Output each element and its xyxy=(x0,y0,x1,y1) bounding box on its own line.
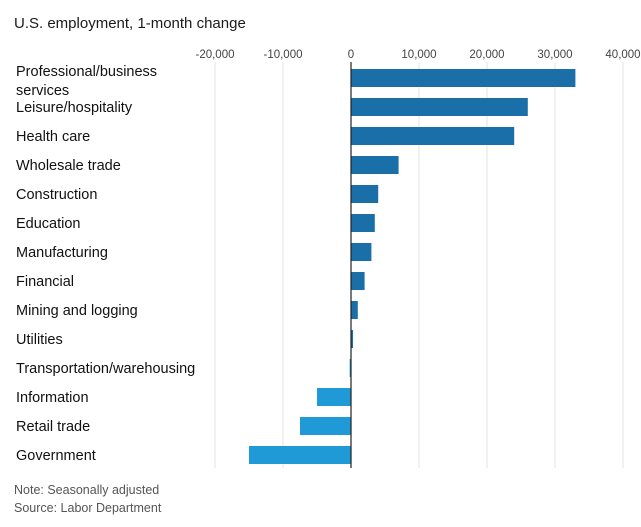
bar xyxy=(351,301,358,319)
bar xyxy=(317,388,351,406)
x-tick-label: 0 xyxy=(348,49,354,61)
bar xyxy=(351,330,354,348)
x-tick-label: -10,000 xyxy=(263,49,302,61)
chart-title: U.S. employment, 1-month change xyxy=(14,15,246,32)
category-label: Utilities xyxy=(16,332,63,348)
category-label: Wholesale trade xyxy=(16,158,121,174)
x-tick-label: 20,000 xyxy=(469,49,504,61)
chart-note: Note: Seasonally adjusted xyxy=(14,483,160,497)
category-label: Mining and logging xyxy=(16,303,138,319)
bar xyxy=(351,98,528,116)
category-label: Information xyxy=(16,390,89,406)
x-tick-label: 40,000 xyxy=(605,49,640,61)
x-tick-label: 10,000 xyxy=(401,49,436,61)
bar xyxy=(349,359,351,377)
bar xyxy=(351,69,576,87)
category-label: Retail trade xyxy=(16,419,90,435)
chart-source: Source: Labor Department xyxy=(14,501,162,515)
bar xyxy=(351,185,379,203)
category-label: Government xyxy=(16,448,96,464)
category-label: Professional/business xyxy=(16,64,157,80)
category-label: Health care xyxy=(16,129,90,145)
category-label: Financial xyxy=(16,274,74,290)
category-label: services xyxy=(16,83,69,99)
bar xyxy=(351,127,515,145)
bar xyxy=(351,156,399,174)
category-label: Construction xyxy=(16,187,97,203)
bar xyxy=(351,214,375,232)
bar xyxy=(351,272,365,290)
x-tick-label: 30,000 xyxy=(537,49,572,61)
category-label: Transportation/warehousing xyxy=(16,361,195,377)
x-tick-label: -20,000 xyxy=(195,49,234,61)
category-label: Education xyxy=(16,216,81,232)
bar xyxy=(351,243,372,261)
category-label: Leisure/hospitality xyxy=(16,100,133,116)
bar-chart: -20,000 -10,000 0 10,000 20,000 30,000 40,000 P… xyxy=(16,49,641,468)
bar xyxy=(249,446,351,464)
bar xyxy=(300,417,351,435)
category-label: Manufacturing xyxy=(16,245,108,261)
